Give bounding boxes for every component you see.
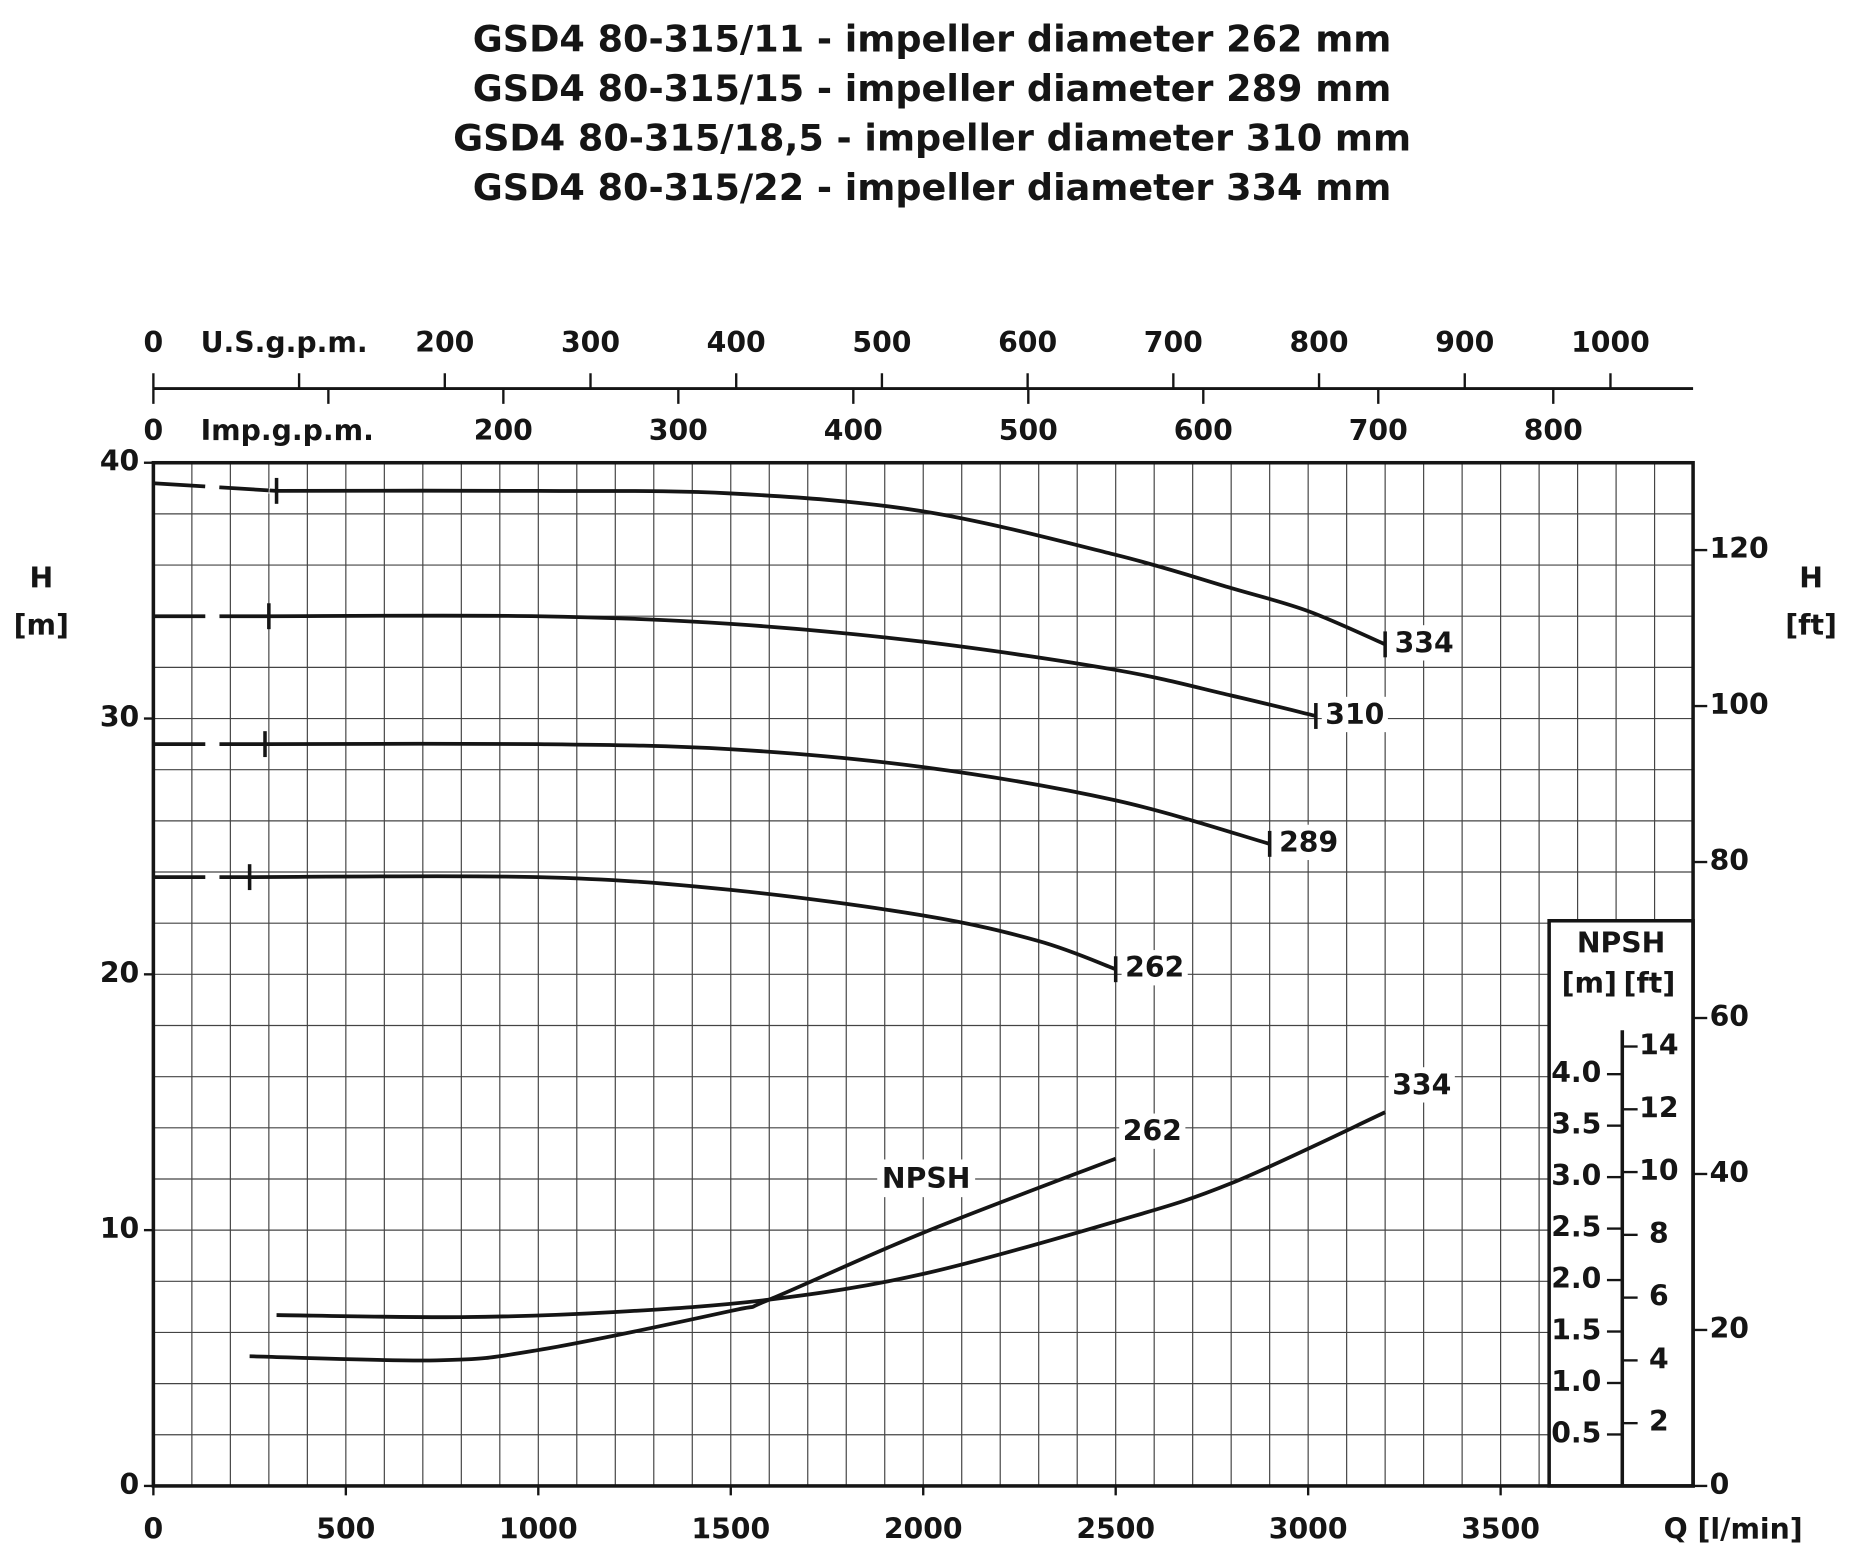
y2-tick-label: 20 xyxy=(1710,1312,1749,1345)
npsh-ft-tick-label: 12 xyxy=(1639,1091,1678,1124)
npsh-tick-label: 1.0 xyxy=(1551,1365,1601,1398)
top-axis-tick-label: 200 xyxy=(415,326,474,359)
chart-title: GSD4 80-315/11 - impeller diameter 262 m… xyxy=(473,18,1392,61)
y-tick-label: 0 xyxy=(120,1468,140,1501)
y2-tick-label: 0 xyxy=(1710,1468,1730,1501)
top-axis-tick-label: 200 xyxy=(474,414,533,447)
x-axis-label: Q [l/min] xyxy=(1664,1513,1803,1546)
npsh-ft-tick-label: 8 xyxy=(1649,1217,1669,1250)
top-axis-tick-label: 500 xyxy=(852,326,911,359)
x-tick-label: 2500 xyxy=(1076,1513,1155,1546)
top-axis-tick-label: 500 xyxy=(999,414,1058,447)
npsh-axis-unit: [ft] xyxy=(1624,966,1676,999)
y-axis-unit: [m] xyxy=(14,608,69,641)
y-tick-label: 10 xyxy=(100,1212,139,1245)
npsh-tick-label: 1.5 xyxy=(1551,1314,1601,1347)
top-axis-tick-label: 0 xyxy=(144,414,164,447)
top-axis-tick-label: 0 xyxy=(144,326,164,359)
top-axis-label: U.S.g.p.m. xyxy=(201,326,368,359)
x-tick-label: 1000 xyxy=(499,1513,578,1546)
top-axis-tick-label: 800 xyxy=(1290,326,1349,359)
x-tick-label: 0 xyxy=(144,1513,164,1546)
curve xyxy=(153,481,1386,647)
x-tick-label: 2000 xyxy=(884,1513,963,1546)
curve-label: 289 xyxy=(1279,826,1338,859)
top-axis-tick-label: 300 xyxy=(561,326,620,359)
top-axis-tick-label: 300 xyxy=(649,414,708,447)
npsh-tick-label: 4.0 xyxy=(1551,1056,1601,1089)
npsh-ft-tick-label: 14 xyxy=(1639,1029,1678,1062)
label-background xyxy=(1121,950,1188,986)
top-axis-tick-label: 600 xyxy=(998,326,1057,359)
top-axis-tick-label: 400 xyxy=(824,414,883,447)
curve xyxy=(249,1156,1117,1363)
chart-title: GSD4 80-315/18,5 - impeller diameter 310… xyxy=(453,117,1411,160)
npsh-axis-title: NPSH xyxy=(1577,926,1665,959)
chart-title: GSD4 80-315/15 - impeller diameter 289 m… xyxy=(473,67,1392,110)
curve-label: 310 xyxy=(1325,698,1384,731)
x-tick-label: 500 xyxy=(316,1513,375,1546)
top-axis-tick-label: 800 xyxy=(1524,414,1583,447)
npsh-ft-tick-label: 6 xyxy=(1649,1280,1669,1313)
npsh-tick-label: 3.5 xyxy=(1551,1108,1601,1141)
curve xyxy=(153,613,1317,718)
y2-axis-unit: [ft] xyxy=(1785,608,1837,641)
y2-tick-label: 60 xyxy=(1710,1000,1749,1033)
top-axis-label: Imp.g.p.m. xyxy=(201,414,374,447)
y2-axis-label: H xyxy=(1799,561,1823,594)
y-tick-label: 30 xyxy=(100,701,139,734)
x-tick-label: 1500 xyxy=(691,1513,770,1546)
x-tick-label: 3500 xyxy=(1461,1513,1540,1546)
annotation: NPSH xyxy=(882,1162,970,1195)
chart-title: GSD4 80-315/22 - impeller diameter 334 m… xyxy=(473,166,1392,209)
npsh-scale: NPSH [m] [ft] 0.5 1.0 1.5 2.0 2.5 3.0 3.5 4.0 2 4 6 8 1… xyxy=(1547,918,1695,1488)
npsh-axis-unit: [m] xyxy=(1562,966,1617,999)
top-axis-tick-label: 700 xyxy=(1144,326,1203,359)
npsh-tick-label: 3.0 xyxy=(1551,1159,1601,1192)
y2-tick-label: 100 xyxy=(1710,688,1769,721)
npsh-ft-tick-label: 10 xyxy=(1639,1154,1678,1187)
curve xyxy=(153,741,1271,846)
curve xyxy=(276,1110,1386,1320)
top-axis-tick-label: 700 xyxy=(1349,414,1408,447)
curve-label: 262 xyxy=(1123,1115,1182,1148)
label-background xyxy=(1321,696,1388,733)
y-tick-label: 40 xyxy=(100,445,139,478)
top-axis-tick-label: 400 xyxy=(707,326,766,359)
y2-tick-label: 80 xyxy=(1710,844,1749,877)
npsh-tick-label: 2.5 xyxy=(1551,1211,1601,1244)
npsh-tick-label: 2.0 xyxy=(1551,1262,1601,1295)
label-background xyxy=(1119,1113,1186,1149)
top-axis-tick-label: 1000 xyxy=(1571,326,1650,359)
y-tick-label: 20 xyxy=(100,956,139,989)
label-background xyxy=(877,1159,976,1198)
y2-tick-label: 40 xyxy=(1710,1156,1749,1189)
npsh-ft-tick-label: 4 xyxy=(1649,1342,1669,1375)
npsh-tick-label: 0.5 xyxy=(1551,1416,1601,1449)
y2-tick-label: 120 xyxy=(1710,532,1769,565)
top-axis-tick-label: 600 xyxy=(1174,414,1233,447)
top-axis-tick-label: 900 xyxy=(1435,326,1494,359)
curve-label: 334 xyxy=(1395,626,1454,659)
plot-frame xyxy=(151,460,1695,1488)
y-axis-label: H xyxy=(29,561,53,594)
curve-label: 334 xyxy=(1392,1068,1451,1101)
label-background xyxy=(1388,1067,1455,1103)
dash-gap xyxy=(155,480,270,494)
label-background xyxy=(1391,625,1458,661)
label-background xyxy=(1275,824,1342,861)
x-tick-label: 3000 xyxy=(1269,1513,1348,1546)
npsh-ft-tick-label: 2 xyxy=(1649,1405,1669,1438)
curve-label: 262 xyxy=(1125,951,1184,984)
curve xyxy=(153,874,1117,971)
